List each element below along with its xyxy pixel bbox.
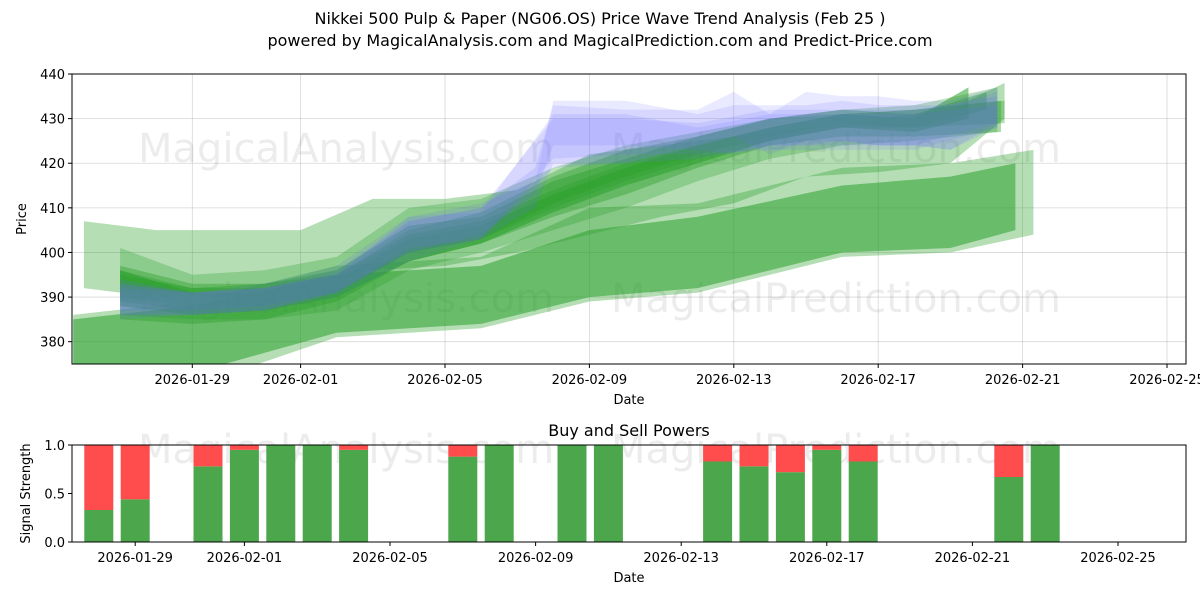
sell-bar xyxy=(193,445,223,467)
x-tick-label: 2026-02-21 xyxy=(985,373,1061,388)
sell-bar xyxy=(739,445,769,467)
buy-bar xyxy=(120,499,150,542)
price-band xyxy=(120,105,998,311)
buy-bar xyxy=(557,445,587,542)
sell-bar xyxy=(812,445,842,450)
y-axis-label: Price xyxy=(15,203,30,235)
buy-bar xyxy=(229,449,259,542)
chart-title: Nikkei 500 Pulp & Paper (NG06.OS) Price … xyxy=(314,9,886,28)
buy-bar xyxy=(812,449,842,542)
y-tick-label: 410 xyxy=(40,202,65,217)
price-band xyxy=(73,163,1016,364)
sell-bar xyxy=(448,445,478,457)
y-tick-label: 1.0 xyxy=(44,439,65,454)
watermark-text: MagicalAnalysis.com xyxy=(138,126,554,172)
y-axis-label: Signal Strength xyxy=(19,443,34,543)
price-band xyxy=(120,100,1001,324)
price-band xyxy=(120,100,1005,307)
y-tick-label: 380 xyxy=(40,336,65,351)
x-tick-label: 2026-02-13 xyxy=(696,373,772,388)
x-tick-label: 2026-02-17 xyxy=(840,373,916,388)
buy-bar xyxy=(1030,445,1060,542)
sell-bar xyxy=(84,445,114,510)
y-tick-label: 430 xyxy=(40,113,65,128)
y-tick-label: 440 xyxy=(40,68,65,83)
price-band xyxy=(120,87,998,320)
buy-bar xyxy=(484,445,514,542)
x-tick-label: 2026-02-25 xyxy=(1080,551,1156,566)
sell-bar xyxy=(339,445,369,450)
price-band xyxy=(73,149,1034,364)
x-tick-label: 2026-02-13 xyxy=(643,551,719,566)
y-tick-label: 0.0 xyxy=(44,536,65,551)
x-tick-label: 2026-02-01 xyxy=(207,551,283,566)
x-tick-label: 2026-02-21 xyxy=(935,551,1011,566)
price-band xyxy=(120,91,998,320)
y-tick-label: 420 xyxy=(40,157,65,172)
buy-bar xyxy=(593,445,623,542)
buy-bar xyxy=(739,466,769,542)
buy-bar xyxy=(302,445,332,542)
sell-bar xyxy=(994,445,1024,478)
x-tick-label: 2026-02-01 xyxy=(263,373,339,388)
sell-bar xyxy=(120,445,150,500)
y-tick-label: 400 xyxy=(40,246,65,261)
buy-bar xyxy=(994,477,1024,542)
chart-subtitle: powered by MagicalAnalysis.com and Magic… xyxy=(267,31,933,50)
bar-chart-title: Buy and Sell Powers xyxy=(548,421,710,440)
plot-frame xyxy=(71,73,1187,365)
x-tick-label: 2026-02-09 xyxy=(552,373,628,388)
x-tick-label: 2026-02-17 xyxy=(789,551,865,566)
price-band xyxy=(120,87,998,315)
buy-bar xyxy=(84,509,114,542)
x-axis-label: Date xyxy=(613,393,644,408)
x-axis-label: Date xyxy=(613,571,644,586)
sell-bar xyxy=(775,445,805,473)
x-tick-label: 2026-02-05 xyxy=(352,551,428,566)
buy-bar xyxy=(448,456,478,542)
buy-bar xyxy=(193,466,223,542)
y-tick-label: 0.5 xyxy=(44,488,65,503)
price-wave-chart: MagicalAnalysis.com MagicalPrediction.com… xyxy=(15,68,1200,408)
x-tick-label: 2026-02-05 xyxy=(407,373,483,388)
x-tick-label: 2026-01-29 xyxy=(155,373,231,388)
buy-bar xyxy=(848,461,878,542)
buy-bar xyxy=(266,445,296,542)
x-tick-label: 2026-02-25 xyxy=(1129,373,1200,388)
y-tick-label: 390 xyxy=(40,291,65,306)
sell-bar xyxy=(703,445,733,462)
x-tick-label: 2026-01-29 xyxy=(97,551,173,566)
price-band xyxy=(120,91,987,311)
price-band xyxy=(120,87,969,315)
x-tick-label: 2026-02-09 xyxy=(498,551,574,566)
buy-bar xyxy=(775,472,805,542)
bands-group xyxy=(73,82,1034,364)
price-band xyxy=(120,96,998,315)
sell-bar xyxy=(229,445,259,450)
sell-bar xyxy=(848,445,878,462)
buy-bar xyxy=(339,449,369,542)
buy-bar xyxy=(703,461,733,542)
